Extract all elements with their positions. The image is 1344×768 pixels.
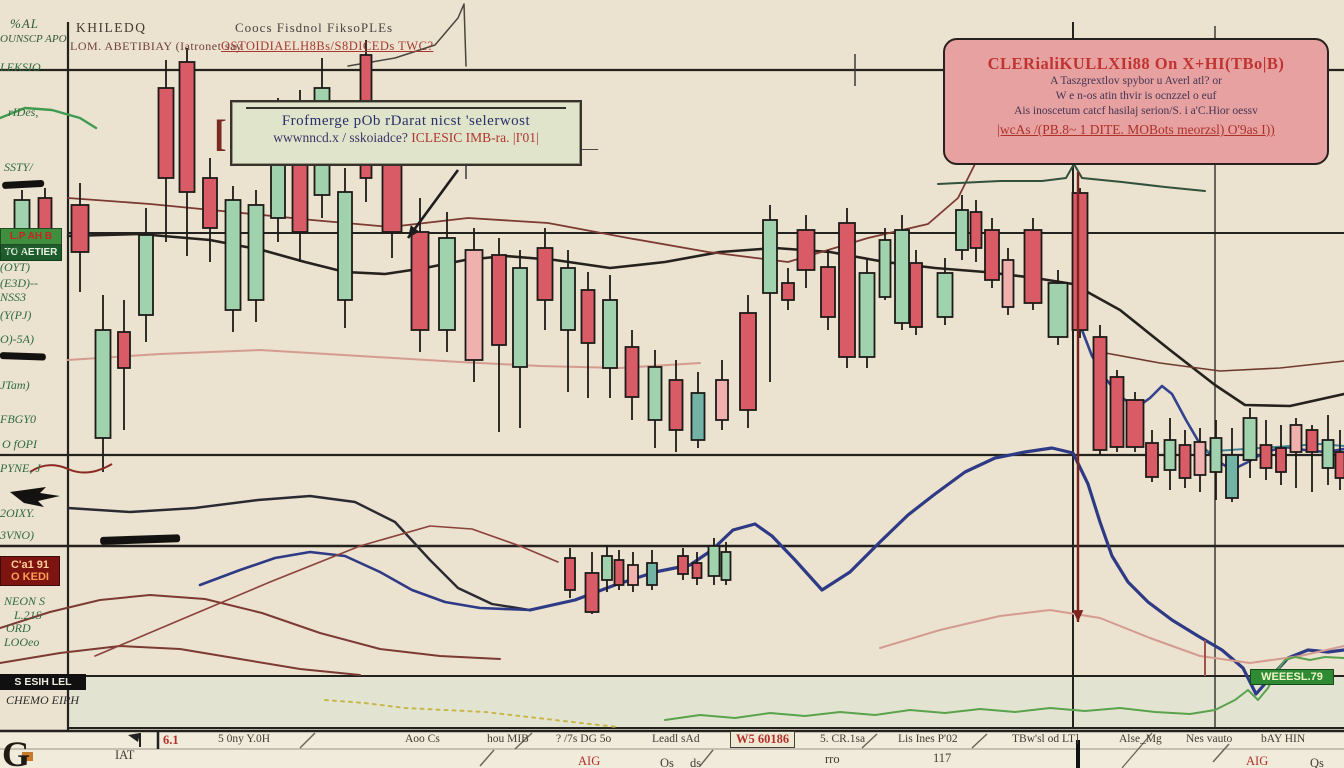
left-axis-label: LOOeo — [4, 635, 40, 649]
subpanel-value-badge[interactable]: WEEESL.79 — [1250, 669, 1334, 685]
green-annotation-line2-red: ICLESIC IMB-ra. |I'01| — [407, 130, 539, 145]
x-axis-tick-label[interactable]: 6.1 — [163, 733, 179, 747]
left-axis-label: -1.8o — [0, 243, 25, 257]
left-black-badge[interactable]: S ESIH LEL — [0, 674, 86, 690]
status-bar-label: AIG — [1246, 754, 1269, 768]
left-axis-label: O)-5A) — [0, 332, 34, 346]
chart-subtitle-link[interactable]: OSTOIDIAELH8Bs/S8DICEDs TWC? — [221, 39, 434, 53]
annotation-divider — [246, 107, 566, 109]
x-axis-tick-label[interactable]: W5 60186 — [730, 731, 796, 748]
pink-callout-box[interactable]: CLERialiKULLXIi88 On X+HI(TBo|B) A Taszg… — [943, 38, 1329, 165]
corner-label-2: OUNSCP APO — [0, 33, 67, 45]
left-red-badge-row1: C'a1 91 — [10, 559, 50, 571]
chart-subtitle: LOM. ABETIBIAY (Iatronet say — [70, 39, 243, 53]
left-axis-label: SSTY/ — [4, 160, 33, 174]
x-axis-tick-label[interactable]: Alse_Mg — [1119, 733, 1162, 745]
pink-callout-line1: A Taszgrextlov spybor u Averl atl? or — [1050, 75, 1222, 87]
pink-callout-line3: Ais inoscetum catcf hasilaj serion/S. i … — [1014, 105, 1258, 117]
left-axis-label: PYNE, J — [0, 461, 41, 475]
x-axis-tick-label[interactable]: Leadl sAd — [652, 733, 700, 745]
left-axis-label: ORD — [6, 621, 31, 635]
x-axis-tick-label[interactable]: bAY HIN — [1261, 733, 1306, 745]
status-bar-label: 117 — [933, 751, 952, 765]
corner-label-1: %AL — [10, 16, 39, 31]
chart-title-secondary: Coocs Fisdnol FiksoPLEs — [235, 20, 394, 35]
logo-accent — [22, 752, 33, 761]
x-axis-tick-label[interactable]: 5. CR.1sa — [820, 733, 866, 745]
left-green-badge-row2: TO AETIER — [0, 245, 62, 261]
left-axis-label: NSS3 — [0, 290, 27, 304]
pink-callout-line2: W e n-os atin thvir is ocnzzel o euf — [1055, 90, 1217, 102]
green-annotation-line1: Frofmerge pOb rDarat nicst 'selerwost — [281, 113, 531, 129]
green-annotation-line2: wwwnncd.x / sskoiadce? ICLESIC IMB-ra. |… — [232, 130, 580, 146]
green-annotation-box[interactable]: Frofmerge pOb rDarat nicst 'selerwost ww… — [230, 100, 582, 166]
pink-callout-title: CLERialiKULLXIi88 On X+HI(TBo|B) — [987, 54, 1285, 73]
annotation-connector-dash: — — [580, 138, 598, 158]
left-axis-label: L.21S — [14, 608, 42, 622]
status-bar-label: rro — [825, 752, 840, 766]
left-axis-label: 3VNO) — [0, 528, 34, 542]
x-axis-tick-label[interactable]: hou MIB — [487, 733, 529, 745]
left-axis-label: O fOPI — [2, 437, 37, 451]
x-axis-tick-label[interactable]: Lis Ines P'02 — [898, 733, 958, 745]
left-axis-label: JTam) — [0, 378, 30, 392]
status-bar-label: AIG — [578, 754, 601, 768]
annotation-bracket: [ — [214, 113, 227, 155]
left-axis-label: LEKSIO — [0, 60, 41, 74]
green-annotation-line2-dark: wwwnncd.x / sskoiadce? — [273, 130, 408, 145]
left-axis-label: (OYT) — [0, 260, 31, 274]
left-green-badge[interactable]: L.P AH B TO AETIER — [0, 228, 62, 261]
left-red-badge-row2: O KEDI — [11, 571, 49, 583]
left-axis-label: 2OIXY. — [0, 506, 35, 520]
chart-title: KHILEDQ — [76, 20, 147, 35]
x-axis-tick-label[interactable]: ? /7s DG 5o — [556, 733, 612, 745]
brand-logo-icon[interactable]: G — [2, 734, 31, 768]
pink-callout-line4: |wcAs /(PB.8~ 1 DITE. MOBots meorzsl) O'… — [997, 122, 1275, 137]
left-axis-label: NEON S — [4, 594, 46, 608]
x-axis-tick-label[interactable]: TBw'sl od LT] — [1012, 733, 1079, 745]
left-green-badge-row1: L.P AH B — [0, 228, 62, 245]
left-axis-label: FBGY0 — [0, 412, 36, 426]
left-axis-label: (E3D)-- — [0, 276, 38, 290]
left-axis-label: (Y(PJ) — [0, 308, 32, 322]
x-axis-tick-label[interactable]: 5 0ny Y.0H — [218, 733, 271, 745]
left-black-badge-caption: CHEMO EIRH — [6, 693, 79, 707]
x-axis-tick-label[interactable]: Aoo Cs — [405, 733, 440, 745]
status-bar-label: IAT — [115, 748, 135, 762]
x-axis-tick-label[interactable]: Nes vauto — [1186, 733, 1233, 745]
status-bar-label: Os — [660, 756, 674, 768]
left-red-badge[interactable]: C'a1 91 O KEDI — [0, 556, 60, 586]
status-bar-label: ds — [690, 756, 702, 768]
left-axis-label: rIDes, — [8, 105, 39, 119]
status-bar-label: Qs — [1310, 756, 1324, 768]
